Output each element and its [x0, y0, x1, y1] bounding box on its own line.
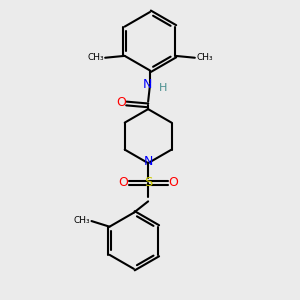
Text: CH₃: CH₃ [87, 53, 104, 62]
Text: CH₃: CH₃ [196, 53, 213, 62]
Text: O: O [168, 176, 178, 189]
Text: O: O [116, 96, 126, 109]
Text: O: O [118, 176, 128, 189]
Text: N: N [143, 155, 153, 168]
Text: S: S [144, 176, 152, 189]
Text: N: N [142, 78, 152, 91]
Text: H: H [159, 83, 168, 93]
Text: CH₃: CH₃ [73, 216, 90, 225]
